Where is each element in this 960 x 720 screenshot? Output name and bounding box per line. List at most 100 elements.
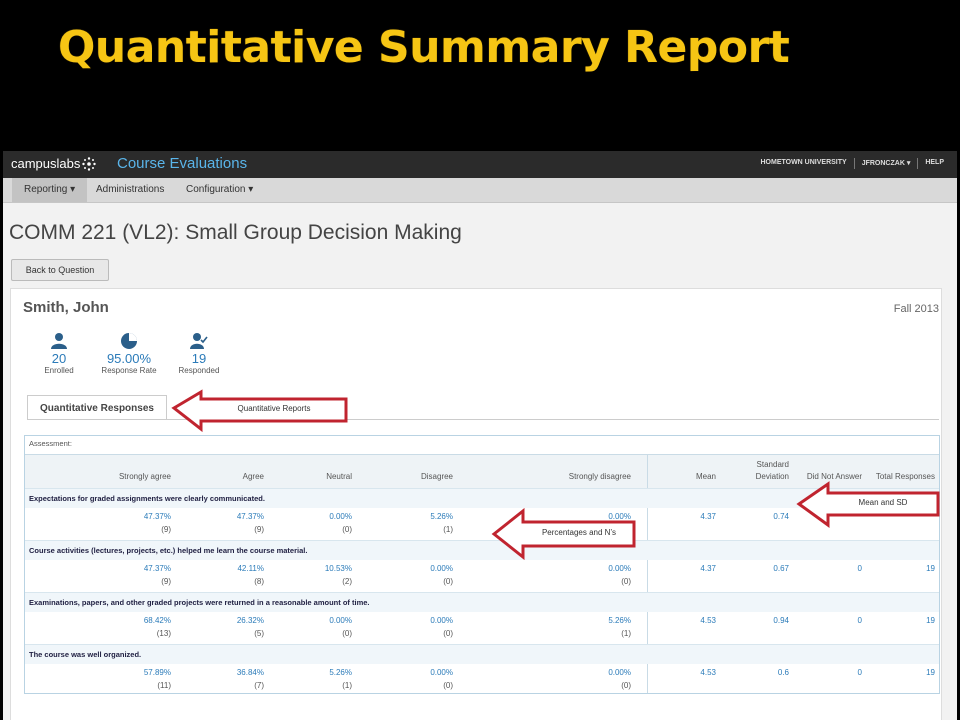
menu-administrations[interactable]: Administrations: [96, 184, 165, 195]
percentage-value: 26.32%: [236, 616, 264, 625]
back-to-question-button[interactable]: Back to Question: [11, 259, 109, 281]
count-value: (0): [342, 629, 352, 638]
percentage-value: 0.00%: [608, 564, 631, 573]
count-value: (1): [621, 629, 631, 638]
values-row: 68.42% (13) 26.32% (5) 0.00% (0) 0.00% (0) 5.26%…: [25, 611, 939, 644]
slide-title: Quantitative Summary Report: [58, 22, 790, 73]
results-table: Assessment: Strongly agree Agree Neutral…: [24, 435, 940, 694]
tab-quantitative-responses[interactable]: Quantitative Responses: [27, 395, 167, 420]
header-std-line1: Standard: [756, 460, 789, 469]
divider: [853, 158, 855, 169]
callout-text: Percentages and N’s: [529, 526, 629, 540]
stat-responded: 19 Responded: [159, 332, 239, 375]
stdev-value: 0.94: [773, 616, 789, 625]
values-row: 47.37%(9)47.37%(9)0.00%(0)5.26%(1)0.00%(…: [25, 507, 939, 540]
header-did-not-answer: Did Not Answer: [806, 472, 862, 481]
percentage-value: 5.26%: [608, 616, 631, 625]
header-neutral: Neutral: [326, 472, 352, 481]
total-value: 19: [926, 564, 935, 573]
percentage-value: 68.42%: [143, 616, 171, 625]
column-divider: [647, 454, 648, 693]
count-value: (8): [254, 577, 264, 586]
total-value: 19: [926, 616, 935, 625]
question-text: The course was well organized.: [29, 650, 142, 659]
percentage-value: 0.00%: [430, 564, 453, 573]
callout-mean-sd: Mean and SD: [796, 481, 941, 529]
campuslabs-logo-icon: [82, 157, 96, 171]
count-value: (2): [342, 577, 352, 586]
course-title: COMM 221 (VL2): Small Group Decision Mak…: [9, 221, 462, 244]
menu-configuration[interactable]: Configuration ▾: [186, 184, 254, 195]
count-value: (1): [443, 525, 453, 534]
percentage-value: 47.37%: [143, 564, 171, 573]
count-value: (0): [443, 629, 453, 638]
header-strongly-agree: Strongly agree: [118, 472, 171, 481]
product-name[interactable]: Course Evaluations: [117, 155, 248, 172]
percentage-value: 5.26%: [430, 512, 453, 521]
count-value: (9): [161, 577, 171, 586]
responded-label: Responded: [178, 366, 220, 375]
dna-value: 0: [857, 564, 862, 573]
responded-value: 19: [191, 351, 207, 366]
count-value: (9): [161, 525, 171, 534]
percentage-value: 0.00%: [608, 668, 631, 677]
menu-reporting[interactable]: Reporting ▾: [12, 178, 88, 202]
question-row: The course was well organized.: [25, 644, 939, 664]
callout-text: Mean and SD: [834, 496, 932, 510]
percentage-value: 42.11%: [237, 564, 264, 573]
question-text: Expectations for graded assignments were…: [29, 494, 265, 503]
question-row: Course activities (lectures, projects, e…: [25, 540, 939, 560]
stat-enrolled: 20 Enrolled: [19, 332, 99, 375]
header-agree: Agree: [242, 472, 264, 481]
header-strongly-disagree: Strongly disagree: [568, 472, 631, 481]
dna-value: 0: [857, 668, 862, 677]
person-check-icon: [190, 333, 208, 349]
report-card: Smith, John Fall 2013 20 Enrolled 95.00%…: [10, 288, 942, 720]
header-disagree: Disagree: [420, 472, 453, 481]
callout-percentages: Percentages and N’s: [491, 508, 637, 560]
count-value: (0): [443, 577, 453, 586]
pie-chart-icon: [121, 333, 137, 349]
institution-link[interactable]: HOMETOWN UNIVERSITY: [760, 159, 847, 166]
question-row: Expectations for graded assignments were…: [25, 488, 939, 508]
values-row: 57.89% (11) 36.84% (7) 5.26% (1) 0.00% (0) 0.00%…: [25, 663, 939, 696]
response-rate-value: 95.00%: [106, 351, 152, 366]
instructor-name: Smith, John: [23, 299, 109, 316]
values-row: 47.37% (9) 42.11% (8) 10.53% (2) 0.00% (0) 0.00%…: [25, 559, 939, 592]
brand-logo-text[interactable]: campuslabs: [11, 156, 81, 171]
percentage-value: 57.89%: [143, 668, 171, 677]
term-label: Fall 2013: [893, 303, 939, 315]
count-value: (1): [342, 681, 352, 690]
app-header: campuslabs Course Evaluations HOMETOWN U…: [3, 151, 957, 178]
user-menu[interactable]: JFRONCZAK ▾: [861, 160, 911, 167]
mean-value: 4.37: [700, 564, 716, 573]
help-link[interactable]: HELP: [925, 159, 944, 166]
stdev-value: 0.74: [773, 512, 789, 521]
percentage-value: 47.37%: [143, 512, 171, 521]
header-total-responses: Total Responses: [875, 472, 935, 481]
header-mean: Mean: [695, 472, 716, 481]
mean-value: 4.37: [700, 512, 716, 521]
section-label: Assessment:: [29, 439, 72, 448]
percentage-value: 0.00%: [430, 616, 453, 625]
percentage-value: 5.26%: [329, 668, 352, 677]
screenshot: campuslabs Course Evaluations HOMETOWN U…: [3, 151, 957, 720]
percentage-value: 10.53%: [324, 564, 352, 573]
count-value: (5): [254, 629, 264, 638]
count-value: (7): [254, 681, 264, 690]
enrolled-value: 20: [51, 351, 67, 366]
enrolled-label: Enrolled: [44, 366, 74, 375]
question-text: Examinations, papers, and other graded p…: [29, 598, 370, 607]
count-value: (9): [254, 525, 264, 534]
count-value: (0): [621, 681, 631, 690]
dna-value: 0: [857, 616, 862, 625]
stdev-value: 0.6: [777, 668, 789, 677]
divider: [917, 158, 919, 169]
callout-quantitative-reports: Quantitative Reports: [171, 389, 351, 433]
count-value: (0): [443, 681, 453, 690]
question-row: Examinations, papers, and other graded p…: [25, 592, 939, 612]
callout-text: Quantitative Reports: [207, 402, 341, 416]
stat-response-rate: 95.00% Response Rate: [89, 332, 169, 375]
percentage-value: 47.37%: [236, 512, 264, 521]
question-text: Course activities (lectures, projects, e…: [29, 546, 308, 555]
